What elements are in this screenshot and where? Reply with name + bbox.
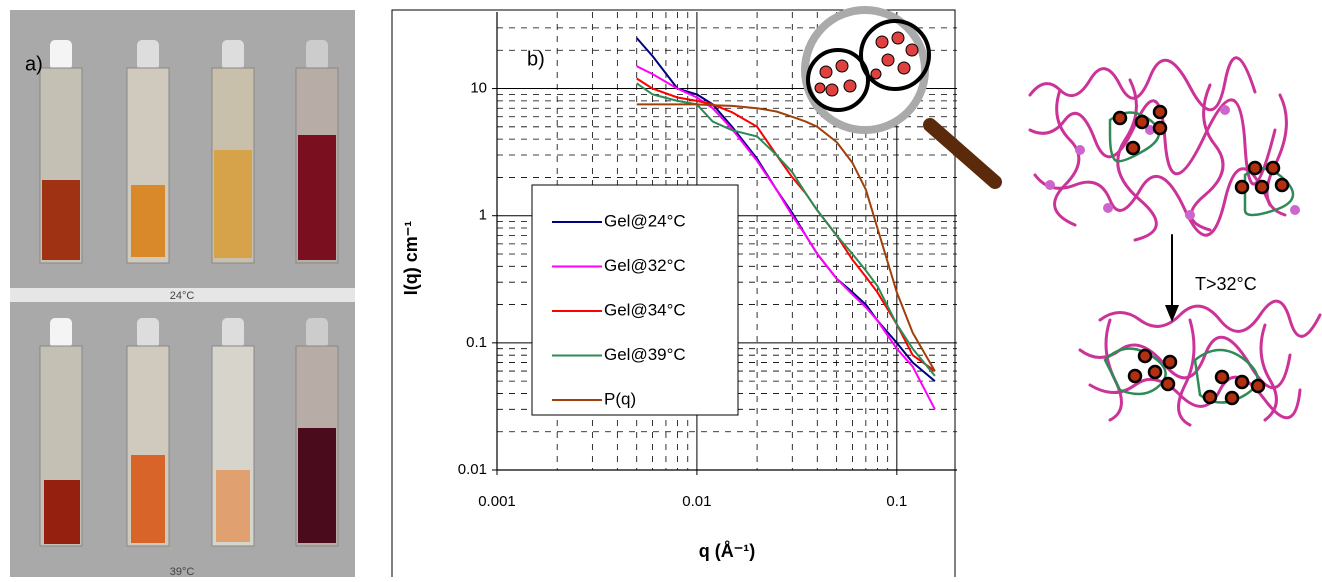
chart-annotation: b) — [527, 48, 545, 70]
legend-label: Gel@34°C — [604, 300, 686, 319]
y-tick-label: 10 — [470, 80, 487, 97]
photo-divider — [10, 288, 355, 302]
legend-label: P(q) — [604, 389, 636, 408]
photo-panel: a) 24°C 39°C — [10, 10, 355, 578]
series-line — [636, 103, 936, 372]
legend-label: Gel@24°C — [604, 211, 686, 230]
legend-label: Gel@32°C — [604, 256, 686, 275]
photo-caption: 39°C — [170, 566, 195, 577]
diagram-label: T>32°C — [1195, 274, 1257, 294]
legend-box — [531, 184, 739, 416]
vials-bottom — [39, 318, 339, 547]
series-line — [636, 77, 936, 372]
network-diagram — [1028, 56, 1322, 427]
x-tick-label: 0.01 — [682, 493, 711, 510]
panel-label: a) — [25, 53, 43, 75]
y-tick-label: 1 — [479, 207, 487, 224]
photo-caption: 24°C — [170, 290, 195, 302]
x-axis-label: q (Å⁻¹) — [699, 541, 755, 561]
legend-label: Gel@39°C — [604, 345, 686, 364]
y-tick-label: 0.1 — [466, 334, 487, 351]
series-line — [636, 65, 936, 410]
x-tick-label: 0.1 — [886, 493, 907, 510]
y-axis-label: I(q) cm⁻¹ — [401, 221, 421, 296]
chart-frame — [391, 9, 956, 582]
magnifier-icon — [801, 6, 1002, 189]
y-tick-label: 0.01 — [458, 461, 487, 478]
vials-top — [39, 40, 339, 264]
x-tick-label: 0.001 — [478, 493, 516, 510]
chart: 0.001 0.01 0.1 0.01 0.1 1 10 q (Å⁻¹) I(q) cm⁻¹ b)… — [401, 12, 957, 561]
